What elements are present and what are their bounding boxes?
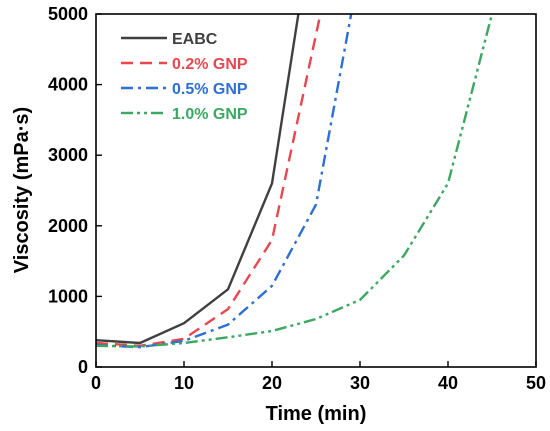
legend: EABC 0.2% GNP 0.5% GNP 1.0% GNP [121,31,248,123]
x-tick-label: 40 [438,373,458,393]
y-tick-label: 3000 [48,145,88,165]
x-tick-label: 30 [350,373,370,393]
legend-label: EABC [172,31,218,48]
x-tick-label: 50 [526,373,546,393]
x-tick-label: 20 [262,373,282,393]
y-tick-label: 1000 [48,286,88,306]
legend-label: 1.0% GNP [172,106,248,123]
series-line [96,14,353,349]
legend-label: 0.5% GNP [172,81,248,98]
y-tick-label: 2000 [48,216,88,236]
series-line [96,14,494,348]
axis-layer: 0 10 20 30 40 50 0 1000 2000 3000 4000 5000 [48,4,546,393]
x-axis-title: Time (min) [266,403,367,425]
series-line [96,14,322,347]
legend-label: 0.2% GNP [172,56,248,73]
y-axis-title: Viscosity (mPa·s) [11,107,33,273]
series-layer [96,14,494,349]
y-tick-label: 4000 [48,75,88,95]
y-tick-label: 0 [78,357,88,377]
x-tick-label: 10 [174,373,194,393]
y-tick-label: 5000 [48,4,88,24]
x-tick-label: 0 [91,373,101,393]
plot-frame [95,13,537,368]
series-line [96,14,300,345]
